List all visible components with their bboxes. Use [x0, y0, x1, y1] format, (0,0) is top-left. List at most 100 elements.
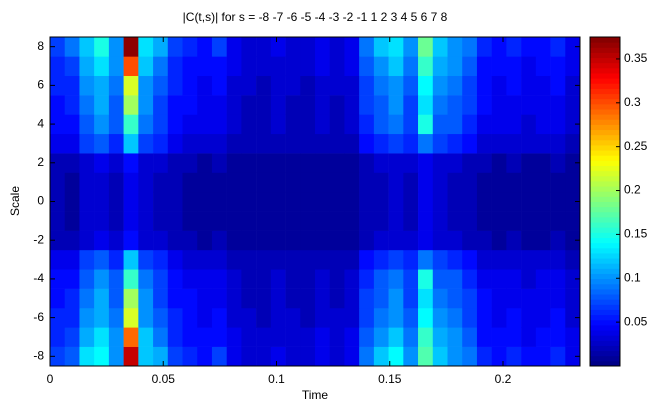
heatmap-cell [315, 269, 331, 289]
heatmap-cell [403, 346, 419, 367]
heatmap-cell [506, 133, 522, 154]
heatmap-cell [138, 37, 154, 57]
heatmap-cell [403, 327, 419, 347]
heatmap-cell [197, 288, 213, 309]
heatmap-cell [123, 75, 139, 96]
heatmap-cell [108, 211, 124, 231]
heatmap-cell [462, 153, 478, 173]
colorbar-swatch [590, 103, 620, 110]
heatmap-cell [315, 327, 331, 347]
heatmap-cell [447, 37, 463, 57]
heatmap-cell [403, 133, 419, 154]
heatmap-cell [182, 75, 198, 96]
heatmap-cell [447, 249, 463, 270]
heatmap-cell [462, 56, 478, 77]
heatmap-cell [50, 327, 66, 347]
heatmap-cell [270, 327, 286, 347]
heatmap-cell [226, 172, 242, 193]
heatmap-cell [197, 56, 213, 77]
heatmap-cell [226, 327, 242, 347]
heatmap-cell [182, 230, 198, 251]
heatmap-cell [241, 95, 257, 115]
heatmap-cell [373, 327, 389, 347]
heatmap-cell [565, 37, 581, 57]
heatmap-cell [506, 211, 522, 231]
heatmap-cell [535, 327, 551, 347]
heatmap-cell [94, 153, 110, 173]
heatmap-cell [432, 269, 448, 289]
heatmap-cell [476, 211, 492, 231]
heatmap-cell [167, 346, 183, 367]
colorbar-swatch [590, 304, 620, 310]
heatmap-cell [565, 172, 581, 193]
heatmap-cell [418, 211, 434, 231]
heatmap-cell [300, 56, 316, 77]
heatmap-cell [550, 153, 566, 173]
heatmap-cell [50, 249, 66, 270]
heatmap-cell [476, 230, 492, 251]
heatmap-cell [64, 346, 80, 367]
heatmap-cell [476, 346, 492, 367]
heatmap-cell [241, 172, 257, 193]
heatmap-cell [315, 37, 331, 57]
heatmap-cell [285, 37, 301, 57]
heatmap-cell [167, 191, 183, 212]
colorbar-swatch [590, 114, 620, 120]
colorbar-swatch [590, 227, 620, 233]
heatmap-cell [432, 346, 448, 367]
heatmap-cell [167, 37, 183, 57]
heatmap-cell [403, 191, 419, 212]
heatmap-cell [226, 37, 242, 57]
colorbar-swatch [590, 160, 620, 167]
heatmap-cell [123, 211, 139, 231]
heatmap-cell [565, 307, 581, 328]
heatmap-cell [315, 133, 331, 154]
colorbar-swatch [590, 283, 620, 290]
heatmap-cell [79, 230, 95, 251]
heatmap-cell [373, 172, 389, 193]
heatmap-cell [197, 37, 213, 57]
heatmap-cell [153, 191, 169, 212]
heatmap-cell [491, 95, 507, 115]
heatmap-cell [79, 211, 95, 231]
heatmap-cell [521, 37, 537, 57]
heatmap-cell [182, 153, 198, 173]
heatmap-cell [94, 75, 110, 96]
heatmap-cell [300, 172, 316, 193]
heatmap-cell [506, 114, 522, 135]
heatmap-cell [94, 307, 110, 328]
heatmap-cell [50, 307, 66, 328]
heatmap-cell [329, 346, 345, 367]
heatmap-cell [94, 346, 110, 367]
heatmap-cell [462, 249, 478, 270]
heatmap-cell [432, 37, 448, 57]
heatmap-cell [462, 288, 478, 309]
heatmap-cell [285, 114, 301, 135]
heatmap-cell [153, 327, 169, 347]
heatmap-cell [300, 269, 316, 289]
heatmap-cell [476, 249, 492, 270]
chart-title: |C(t,s)| for s = -8 -7 -6 -5 -4 -3 -2 -1… [183, 10, 448, 24]
y-tick-label: -2 [33, 232, 44, 246]
colorbar-tick-label: 0.15 [624, 227, 648, 241]
colorbar-swatch [590, 319, 620, 326]
heatmap-cell [167, 56, 183, 77]
heatmap-cell [64, 114, 80, 135]
heatmap-cell [521, 269, 537, 289]
heatmap-cell [211, 133, 227, 154]
heatmap-cell [462, 114, 478, 135]
heatmap-cell [79, 56, 95, 77]
heatmap-cell [300, 75, 316, 96]
heatmap-cell [226, 249, 242, 270]
heatmap-cell [270, 211, 286, 231]
heatmap-cell [108, 307, 124, 328]
heatmap-cell [373, 230, 389, 251]
heatmap-cell [167, 327, 183, 347]
heatmap-cell [79, 307, 95, 328]
heatmap-cell [79, 327, 95, 347]
heatmap-cell [197, 191, 213, 212]
colorbar-swatch [590, 175, 620, 182]
heatmap-cell [447, 133, 463, 154]
heatmap-cell [447, 191, 463, 212]
heatmap-cell [138, 172, 154, 193]
